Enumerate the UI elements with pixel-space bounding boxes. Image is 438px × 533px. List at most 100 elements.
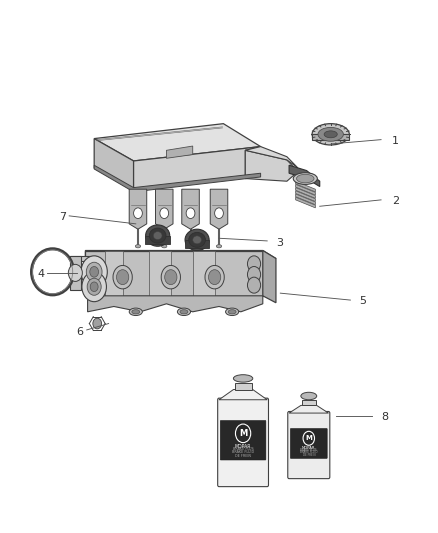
- Ellipse shape: [312, 124, 350, 145]
- Text: 2: 2: [392, 197, 399, 206]
- Polygon shape: [263, 251, 276, 303]
- Text: 5: 5: [359, 296, 366, 306]
- Circle shape: [247, 256, 261, 272]
- Polygon shape: [129, 189, 147, 229]
- Polygon shape: [155, 189, 173, 229]
- Text: 6: 6: [77, 327, 84, 336]
- Polygon shape: [85, 251, 263, 296]
- Polygon shape: [296, 194, 315, 205]
- Polygon shape: [296, 188, 315, 198]
- Polygon shape: [105, 251, 123, 296]
- Polygon shape: [94, 139, 134, 189]
- Ellipse shape: [180, 310, 188, 314]
- Polygon shape: [182, 189, 199, 229]
- Text: 8: 8: [381, 412, 388, 422]
- Circle shape: [205, 265, 224, 289]
- Ellipse shape: [233, 375, 253, 382]
- Ellipse shape: [129, 308, 142, 316]
- Polygon shape: [245, 150, 298, 181]
- Polygon shape: [85, 251, 276, 259]
- Circle shape: [215, 208, 223, 219]
- Polygon shape: [94, 165, 261, 192]
- Text: 7: 7: [59, 212, 66, 222]
- Circle shape: [165, 270, 177, 285]
- Polygon shape: [70, 256, 81, 290]
- Polygon shape: [296, 181, 315, 192]
- Ellipse shape: [293, 173, 317, 184]
- Polygon shape: [185, 240, 209, 248]
- Circle shape: [303, 431, 314, 445]
- Circle shape: [117, 270, 129, 285]
- Circle shape: [86, 262, 102, 281]
- Ellipse shape: [162, 245, 167, 248]
- Polygon shape: [235, 383, 251, 390]
- Polygon shape: [289, 165, 320, 187]
- Ellipse shape: [193, 236, 201, 244]
- Circle shape: [160, 208, 169, 219]
- Circle shape: [93, 318, 102, 329]
- Ellipse shape: [188, 245, 193, 248]
- Circle shape: [161, 265, 180, 289]
- Text: DE FREIN: DE FREIN: [235, 454, 251, 458]
- Circle shape: [247, 277, 261, 293]
- Ellipse shape: [145, 225, 170, 246]
- FancyBboxPatch shape: [290, 429, 327, 458]
- Ellipse shape: [185, 229, 209, 251]
- FancyBboxPatch shape: [220, 421, 266, 460]
- Text: BRAKE FLUID: BRAKE FLUID: [232, 450, 254, 454]
- Polygon shape: [245, 147, 261, 179]
- Polygon shape: [210, 189, 228, 229]
- Circle shape: [87, 278, 101, 295]
- Polygon shape: [296, 197, 315, 208]
- Circle shape: [134, 208, 142, 219]
- Ellipse shape: [149, 228, 166, 243]
- Polygon shape: [302, 400, 316, 406]
- Polygon shape: [94, 124, 261, 161]
- Ellipse shape: [153, 231, 162, 239]
- Ellipse shape: [135, 245, 141, 248]
- Text: MOPAR: MOPAR: [302, 446, 315, 450]
- Circle shape: [208, 270, 221, 285]
- Text: M: M: [239, 429, 247, 438]
- Polygon shape: [289, 406, 328, 413]
- Polygon shape: [296, 191, 315, 201]
- Text: BRAKE PLUS: BRAKE PLUS: [300, 448, 317, 452]
- Ellipse shape: [216, 245, 222, 248]
- Polygon shape: [219, 390, 267, 400]
- Text: 4: 4: [37, 270, 44, 279]
- Circle shape: [68, 264, 82, 281]
- Circle shape: [247, 266, 261, 282]
- Polygon shape: [134, 147, 261, 189]
- Text: 1: 1: [392, 136, 399, 146]
- FancyBboxPatch shape: [218, 398, 268, 487]
- Polygon shape: [245, 147, 298, 168]
- Polygon shape: [193, 251, 215, 296]
- Ellipse shape: [226, 308, 239, 316]
- Circle shape: [81, 256, 107, 288]
- Polygon shape: [149, 251, 171, 296]
- Ellipse shape: [177, 308, 191, 316]
- Text: M: M: [305, 435, 312, 441]
- Polygon shape: [145, 236, 170, 244]
- FancyBboxPatch shape: [288, 411, 330, 479]
- Text: BRAKE FLUID: BRAKE FLUID: [300, 450, 318, 454]
- Ellipse shape: [318, 127, 343, 141]
- Text: DE FREIN: DE FREIN: [303, 453, 315, 457]
- Circle shape: [236, 424, 251, 442]
- Text: BRAKE PLUS: BRAKE PLUS: [233, 447, 254, 451]
- Polygon shape: [88, 296, 263, 312]
- Circle shape: [186, 208, 195, 219]
- Circle shape: [82, 272, 106, 302]
- Circle shape: [90, 266, 99, 277]
- Polygon shape: [166, 146, 193, 158]
- Ellipse shape: [301, 392, 317, 400]
- Text: 3: 3: [276, 238, 283, 247]
- Polygon shape: [312, 134, 349, 140]
- Circle shape: [113, 265, 132, 289]
- Polygon shape: [70, 256, 96, 261]
- Circle shape: [90, 282, 98, 292]
- Polygon shape: [296, 184, 315, 195]
- Ellipse shape: [228, 310, 236, 314]
- Ellipse shape: [324, 131, 337, 138]
- Text: MOPAR: MOPAR: [235, 443, 251, 448]
